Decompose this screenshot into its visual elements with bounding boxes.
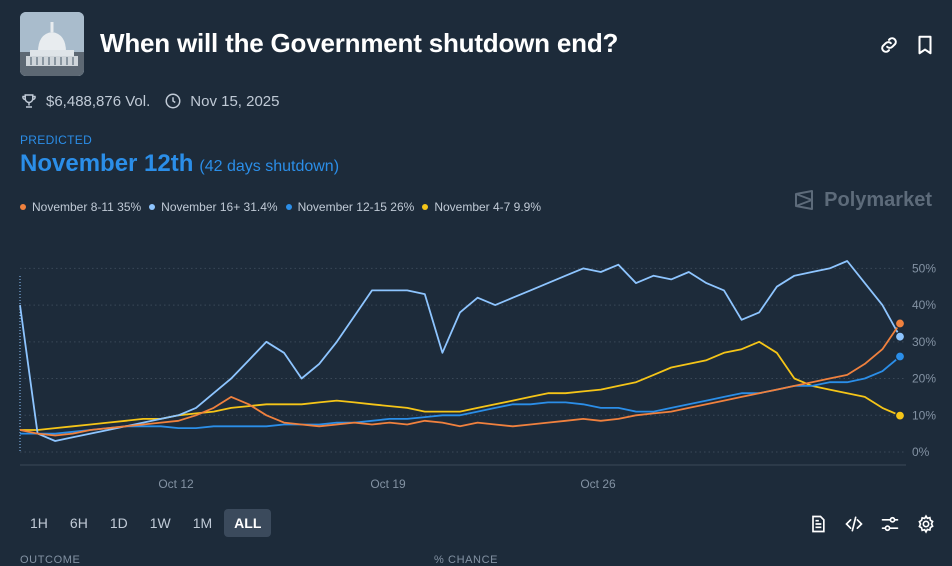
time-range-all[interactable]: ALL: [224, 509, 272, 537]
price-history-chart[interactable]: 50% 40% 30% 20% 10% 0% Oct 12 Oct 19 Oct 26: [0, 240, 952, 500]
series-end-dot-0: [894, 318, 906, 329]
market-meta: $6,488,876 Vol. Nov 15, 2025: [20, 92, 280, 110]
y-tick-label: 30%: [912, 335, 936, 349]
time-range-selector: 1H 6H 1D 1W 1M ALL: [20, 509, 273, 537]
y-tick-label: 0%: [912, 445, 930, 459]
legend-label: November 4-7 9.9%: [434, 200, 542, 214]
link-icon[interactable]: [878, 34, 900, 56]
legend-item[interactable]: November 16+ 31.4%: [149, 200, 278, 214]
trophy-icon: [20, 92, 38, 110]
legend-dot: [149, 204, 156, 210]
polymarket-logo-icon: [795, 190, 814, 210]
chance-column-header: % CHANCE: [434, 554, 499, 566]
series-line-1: [19, 260, 901, 442]
legend-dot: [20, 204, 26, 210]
outcome-column-header: OUTCOME: [20, 554, 81, 566]
market-thumbnail: [20, 12, 84, 76]
predicted-outcome-name: November 12th: [20, 150, 194, 177]
series-end-dot-1: [894, 331, 906, 342]
time-range-1m[interactable]: 1M: [192, 515, 213, 531]
chart-legend: November 8-11 35% November 16+ 31.4% Novem…: [20, 200, 549, 214]
polymarket-logo: Polymarket: [792, 188, 932, 212]
legend-label: November 8-11 35%: [32, 200, 142, 214]
capitol-building-image: [20, 12, 84, 76]
clock-icon: [164, 92, 182, 110]
chart-toolbar: [792, 514, 936, 534]
series-line-0: [19, 322, 901, 437]
legend-label: November 12-15 26%: [297, 200, 415, 214]
series-line-3: [20, 340, 901, 431]
legend-dot: [285, 204, 292, 210]
legend-item[interactable]: November 8-11 35%: [20, 200, 141, 214]
volume-text: $6,488,876 Vol.: [46, 92, 151, 110]
y-tick-label: 10%: [912, 408, 936, 422]
time-range-1d[interactable]: 1D: [109, 515, 128, 531]
market-title: When will the Government shutdown end?: [100, 28, 619, 58]
legend-dot: [422, 204, 429, 210]
legend-label: November 16+ 31.4%: [161, 200, 278, 214]
time-range-1h[interactable]: 1H: [30, 515, 48, 531]
sliders-icon[interactable]: [880, 514, 900, 534]
embed-code-icon[interactable]: [844, 514, 864, 534]
x-tick-label: Oct 19: [370, 477, 406, 491]
y-tick-label: 20%: [912, 372, 936, 386]
series-end-dot-2: [894, 351, 906, 362]
y-tick-label: 40%: [912, 298, 936, 312]
time-range-1w[interactable]: 1W: [149, 515, 171, 531]
predicted-outcome-detail: (42 days shutdown): [199, 158, 340, 175]
legend-item[interactable]: November 12-15 26%: [285, 200, 415, 214]
series-line-2: [20, 355, 901, 435]
x-tick-label: Oct 12: [158, 477, 194, 491]
predicted-outcome: November 12th (42 days shutdown): [20, 150, 339, 178]
end-date-text: Nov 15, 2025: [190, 92, 280, 110]
settings-icon[interactable]: [916, 514, 936, 534]
series-end-dot-3: [894, 410, 906, 421]
predicted-label: PREDICTED: [20, 133, 93, 147]
bookmark-icon[interactable]: [914, 34, 936, 56]
y-tick-label: 50%: [912, 261, 936, 275]
brand-name: Polymarket: [824, 188, 932, 211]
x-tick-label: Oct 26: [580, 477, 616, 491]
document-icon[interactable]: [808, 514, 828, 534]
legend-item[interactable]: November 4-7 9.9%: [422, 200, 541, 214]
time-range-6h[interactable]: 6H: [69, 515, 88, 531]
